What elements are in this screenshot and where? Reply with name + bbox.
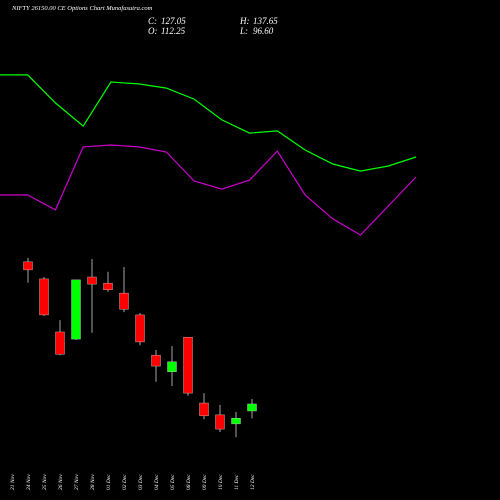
indicator-line xyxy=(0,144,417,236)
x-tick-label: 04 Dec xyxy=(153,474,160,490)
indicator-line xyxy=(0,74,417,172)
candle-body xyxy=(87,276,97,285)
candle-body xyxy=(39,278,49,316)
x-tick-label: 01 Dec xyxy=(106,474,112,490)
ohlc-value: 137.65 xyxy=(253,16,278,26)
ohlc-label: O: xyxy=(148,26,158,36)
x-tick-label: 12 Dec xyxy=(250,474,256,490)
ohlc-value: 112.25 xyxy=(161,26,186,36)
x-tick-label: 21 Nov xyxy=(10,474,16,490)
candle-body xyxy=(55,331,65,355)
candle-body xyxy=(151,354,161,367)
ohlc-label: H: xyxy=(239,16,250,26)
x-tick-label: 28 Nov xyxy=(90,474,96,490)
candle-body xyxy=(247,403,257,412)
x-tick-label: 05 Dec xyxy=(170,474,176,490)
x-tick-label: 24 Nov xyxy=(25,474,32,490)
x-tick-label: 25 Nov xyxy=(42,474,48,490)
ohlc-value: 127.05 xyxy=(161,16,186,26)
candle-body xyxy=(103,282,113,291)
x-tick-label: 09 Dec xyxy=(202,474,208,490)
candle-body xyxy=(231,418,241,425)
ohlc-label: L: xyxy=(239,26,248,36)
x-tick-label: 02 Dec xyxy=(122,474,128,490)
ohlc-label: C: xyxy=(148,16,157,26)
candle-body xyxy=(119,292,129,310)
ohlc-value: 96.60 xyxy=(253,26,274,36)
candle-body xyxy=(23,261,33,271)
x-tick-label: 11 Dec xyxy=(234,474,240,490)
candle-body xyxy=(135,314,145,343)
x-tick-label: 10 Dec xyxy=(218,474,224,490)
candle-body xyxy=(71,279,81,340)
x-tick-label: 08 Dec xyxy=(186,474,192,490)
candle-body xyxy=(215,414,225,430)
chart-title: NIFTY 26150.00 CE Options Chart Munafasu… xyxy=(11,5,153,12)
x-tick-label: 26 Nov xyxy=(58,474,64,490)
x-tick-label: 27 Nov xyxy=(74,474,80,490)
candle-body xyxy=(167,361,177,372)
candle-body xyxy=(199,402,209,417)
candle-body xyxy=(183,336,193,394)
x-tick-label: 03 Dec xyxy=(138,474,144,490)
